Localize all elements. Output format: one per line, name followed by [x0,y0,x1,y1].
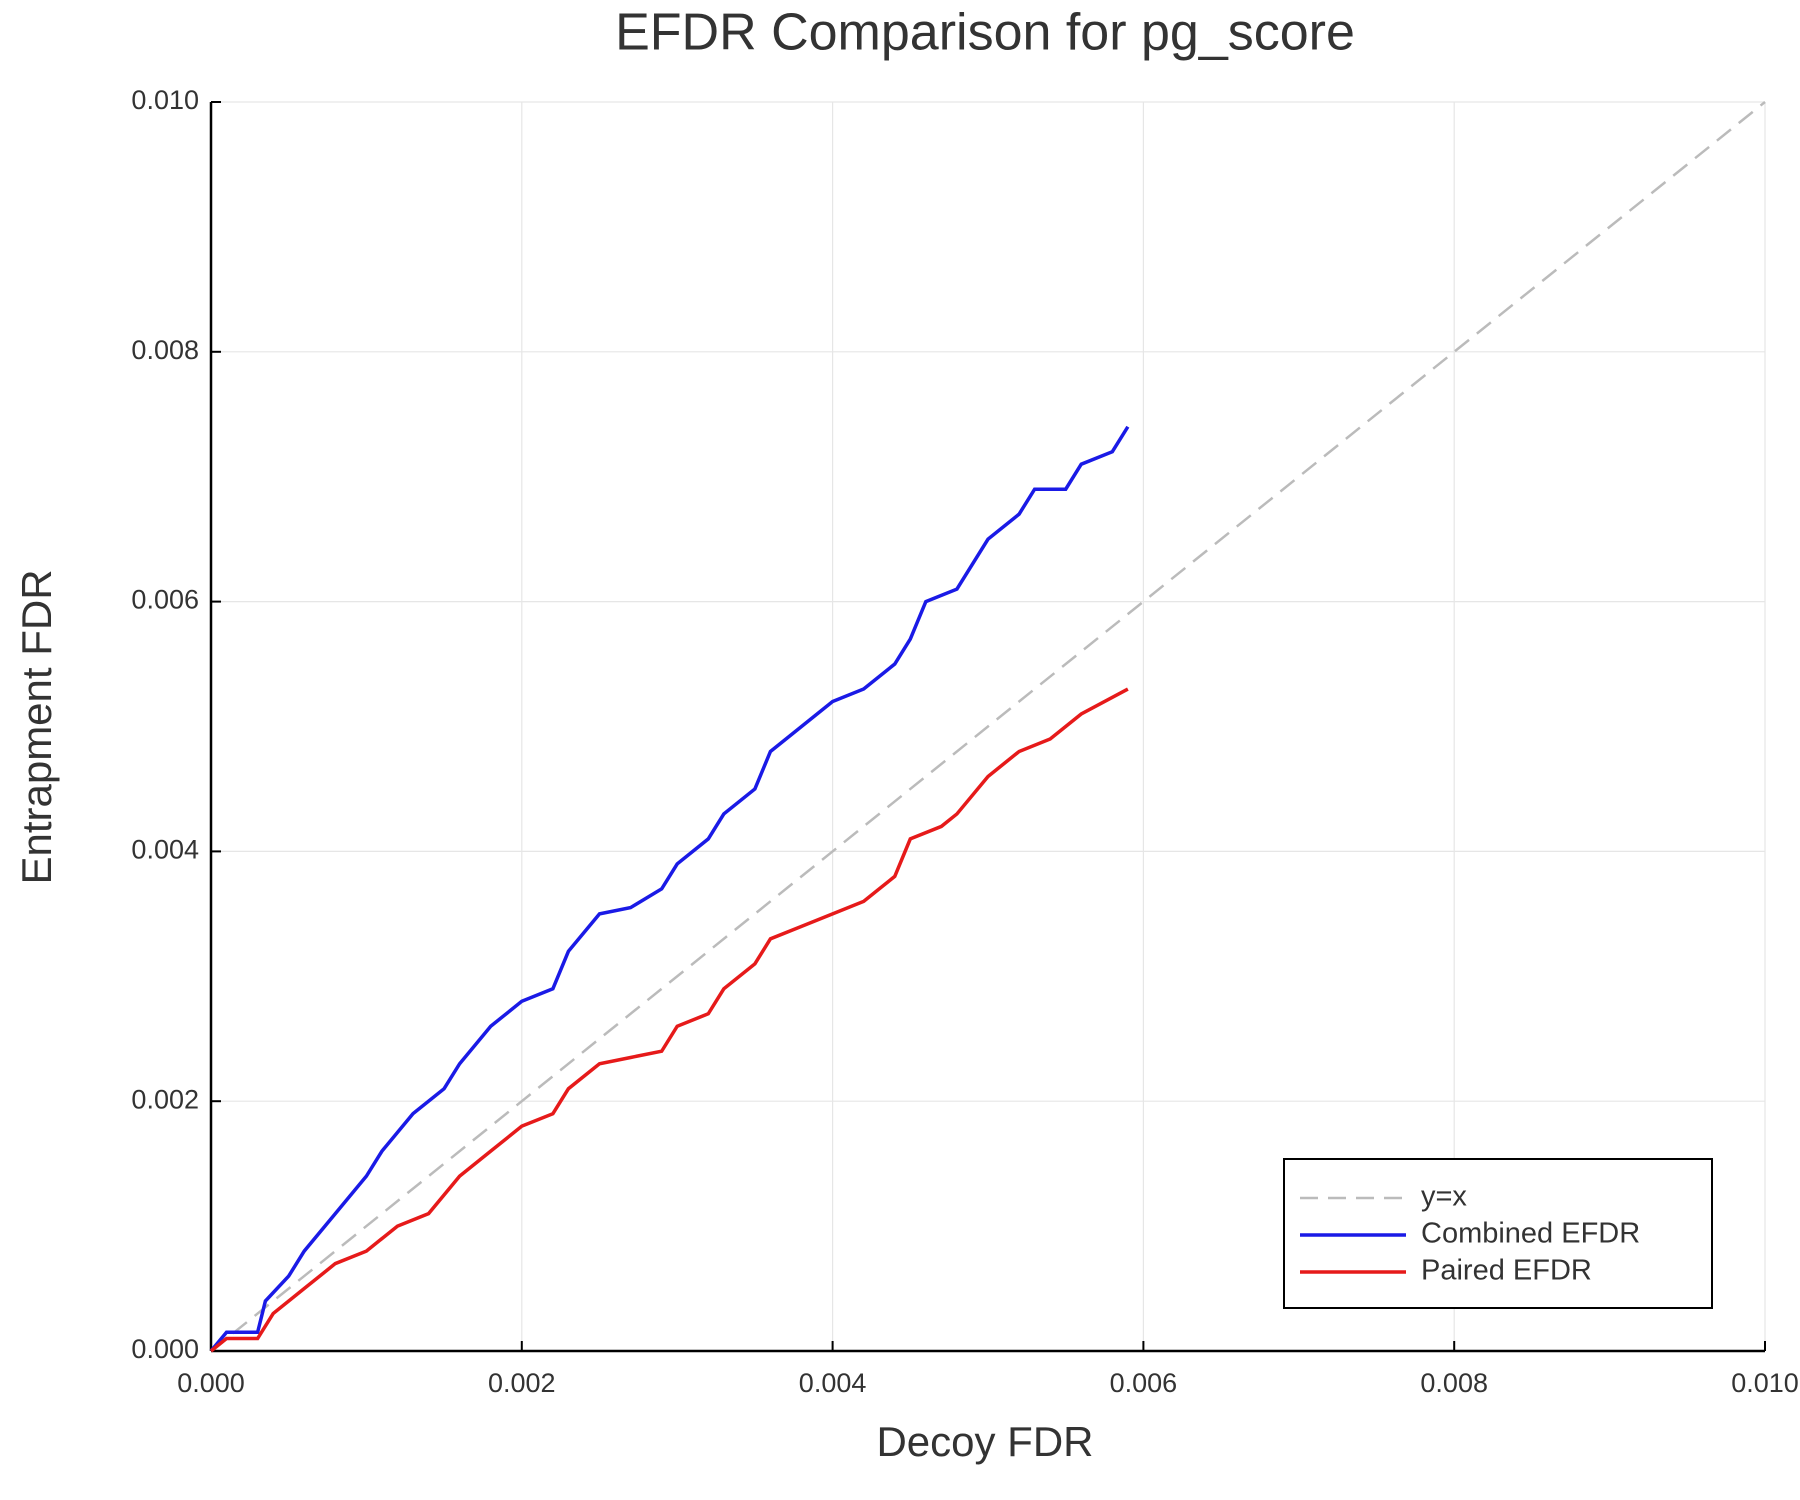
series-line [209,687,1129,1353]
y-tick-label: 0.002 [131,1084,199,1114]
legend-label: Paired EFDR [1421,1255,1592,1287]
y-axis-label: Entrapment FDR [13,569,60,884]
y-tick-label: 0.004 [131,835,199,865]
x-tick-label: 0.008 [1420,1368,1488,1398]
series-line [209,425,1130,1353]
y-tick-label: 0.000 [131,1334,199,1364]
y-tick-label: 0.010 [131,85,199,115]
x-tick-label: 0.010 [1731,1368,1799,1398]
x-axis-label: Decoy FDR [876,1418,1093,1465]
series-line [210,101,1766,1352]
x-tick-label: 0.006 [1110,1368,1178,1398]
x-tick-label: 0.000 [177,1368,245,1398]
y-tick-label: 0.006 [131,585,199,615]
legend-label: y=x [1421,1181,1467,1213]
legend-label: Combined EFDR [1421,1218,1640,1250]
x-tick-label: 0.002 [488,1368,556,1398]
y-tick-label: 0.008 [131,335,199,365]
chart-title: EFDR Comparison for pg_score [615,4,1355,62]
x-tick-label: 0.004 [799,1368,867,1398]
